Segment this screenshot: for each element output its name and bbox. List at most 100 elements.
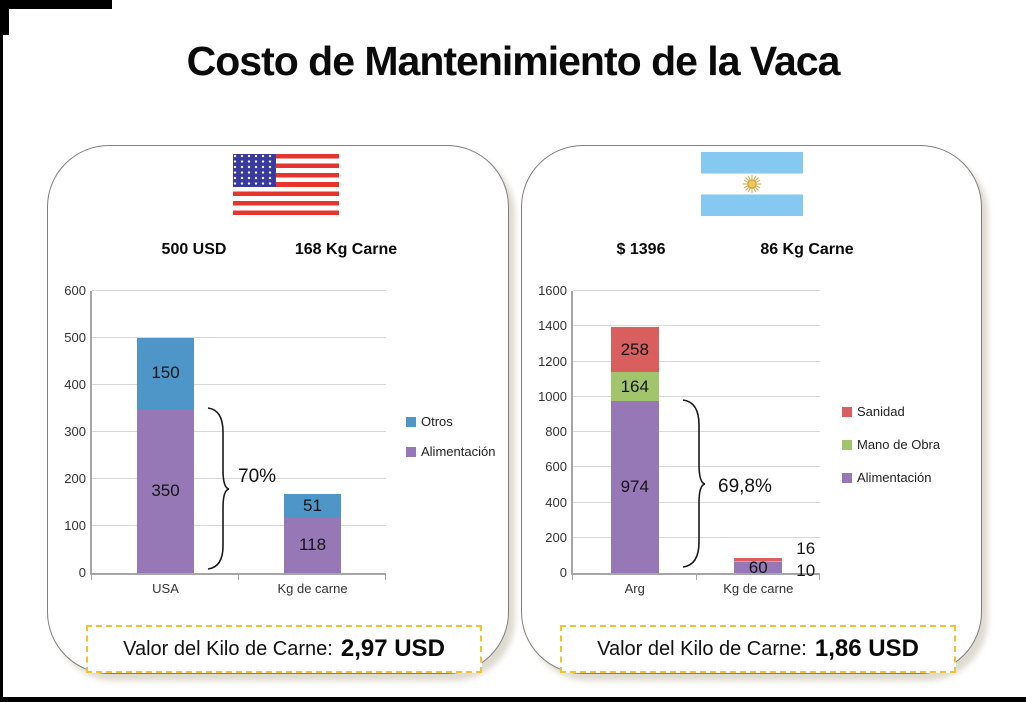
legend-label: Alimentación (421, 444, 496, 459)
y-tick-label: 500 (64, 330, 86, 345)
border-artifact-top-left-v (0, 0, 9, 35)
argentina-brace-annotation (682, 399, 706, 568)
x-axis-tick (91, 574, 92, 580)
bar-segment-otros (284, 493, 341, 518)
usa-chart-plot: 0 100 200 300 400 500 600 350 150 USA 118 51 Kg de c… (64, 283, 386, 596)
legend-swatch-otros (406, 416, 416, 427)
border-artifact-left (0, 0, 3, 702)
argentina-value-amount: 1,86 USD (814, 635, 919, 662)
segment-value-label: 51 (303, 495, 322, 515)
bar-segment-mano-de-obra (734, 560, 783, 563)
y-tick-label: 800 (545, 424, 567, 439)
gridline (573, 360, 820, 362)
bar-segment-mano-de-obra (610, 372, 659, 402)
gridline (92, 384, 386, 385)
y-tick-label: 300 (64, 424, 86, 439)
legend-label: Mano de Obra (857, 437, 941, 452)
legend-item-mano-de-obra: Mano de Obra (842, 437, 940, 452)
bar-segment-alimentacion (284, 517, 341, 573)
argentina-value-box: Valor del Kilo de Carne: 1,86 USD (560, 625, 956, 673)
segment-outside-label: 10 (796, 560, 816, 580)
usa-meat-equivalent: 168 Kg Carne (294, 241, 398, 258)
argentina-value-label: Valor del Kilo de Carne: (597, 637, 807, 660)
sun-of-may-icon (743, 175, 761, 193)
segment-value-label: 164 (620, 376, 649, 396)
legend-item-sanidad: Sanidad (842, 404, 940, 419)
us-flag-icon (233, 154, 339, 215)
legend-swatch-sanidad (842, 406, 852, 417)
y-tick-label: 1200 (538, 353, 567, 369)
y-tick-label: 1600 (538, 283, 567, 298)
y-tick-label: 600 (64, 283, 86, 298)
bar-segment-alimentacion (137, 408, 194, 573)
usa-panel: 500 USD 168 Kg Carne 0 100 200 300 400 500 600… (47, 145, 509, 674)
legend-item-alimentacion: Alimentación (406, 444, 495, 459)
y-tick-label: 1000 (538, 388, 567, 404)
usa-feed-percentage: 70% (238, 466, 277, 487)
segment-value-label: 150 (151, 363, 180, 383)
legend-label: Otros (421, 414, 453, 429)
usa-value-box: Valor del Kilo de Carne: 2,97 USD (86, 625, 482, 673)
usa-chart-legend: Otros Alimentación (406, 414, 495, 474)
y-tick-label: 400 (64, 377, 86, 392)
argentina-feed-percentage: 69,8% (718, 476, 772, 497)
page-title: Costo de Mantenimiento de la Vaca (186, 38, 841, 84)
gridline (92, 525, 386, 526)
segment-value-label: 60 (748, 557, 768, 577)
gridline (573, 395, 820, 397)
legend-item-alimentacion: Alimentación (842, 470, 940, 485)
legend-item-otros: Otros (406, 414, 495, 429)
bar-segment-sanidad (734, 557, 783, 561)
usa-total-cost: 500 USD (161, 241, 227, 258)
legend-swatch-mano-de-obra (842, 439, 852, 450)
x-axis-tick (385, 574, 386, 580)
argentina-chart-legend: Sanidad Mano de Obra Alimentación (842, 404, 940, 503)
x-axis-tick (695, 574, 697, 580)
gridline (92, 431, 386, 432)
argentina-meat-equivalent: 86 Kg Carne (760, 241, 854, 258)
gridline (92, 337, 386, 338)
legend-swatch-alimentacion (406, 446, 416, 457)
x-axis-label: Kg de carne (277, 581, 348, 596)
y-tick-label: 400 (545, 494, 567, 510)
argentina-total-cost: $ 1396 (616, 241, 666, 258)
segment-value-label: 350 (151, 480, 180, 500)
y-tick-label: 0 (78, 565, 86, 580)
gridline (573, 290, 820, 291)
argentina-flag-icon (701, 152, 803, 216)
border-artifact-bottom (0, 697, 1026, 702)
bar-segment-alimentacion (734, 562, 783, 573)
us-flag-canton (233, 154, 276, 187)
bar-segment-sanidad (610, 326, 659, 373)
y-tick-label: 0 (559, 565, 567, 580)
y-tick-label: 600 (545, 459, 567, 475)
gridline (573, 536, 820, 538)
y-tick-label: 200 (545, 529, 567, 545)
legend-label: Sanidad (857, 404, 905, 419)
usa-value-label: Valor del Kilo de Carne: (123, 637, 333, 660)
segment-value-label: 258 (620, 339, 649, 359)
argentina-chart-plot: 0 200 400 600 800 1000 1200 1400 1600 974 164 258 Ar… (538, 283, 820, 596)
x-axis-label: Kg de carne (723, 581, 794, 596)
border-artifact-top-left-h (0, 0, 112, 9)
usa-value-amount: 2,97 USD (340, 635, 445, 662)
x-axis-tick (238, 574, 239, 580)
legend-swatch-alimentacion (842, 472, 852, 483)
usa-brace-annotation (207, 407, 230, 570)
segment-outside-label: 16 (796, 538, 816, 558)
x-axis-label: USA (152, 581, 179, 596)
gridline (573, 431, 820, 432)
segment-value-label: 974 (620, 477, 649, 497)
y-tick-label: 1400 (538, 318, 567, 334)
gridline (92, 290, 386, 291)
x-axis-tick (819, 574, 820, 580)
x-axis-label: Arg (624, 581, 645, 596)
argentina-panel: $ 1396 86 Kg Carne 0 200 400 600 800 1000 1200… (521, 145, 982, 674)
y-tick-label: 200 (64, 471, 86, 486)
legend-label: Alimentación (857, 470, 932, 485)
y-tick-label: 100 (64, 518, 86, 533)
bar-segment-alimentacion (610, 401, 659, 573)
segment-value-label: 118 (298, 535, 327, 555)
gridline (573, 466, 820, 468)
